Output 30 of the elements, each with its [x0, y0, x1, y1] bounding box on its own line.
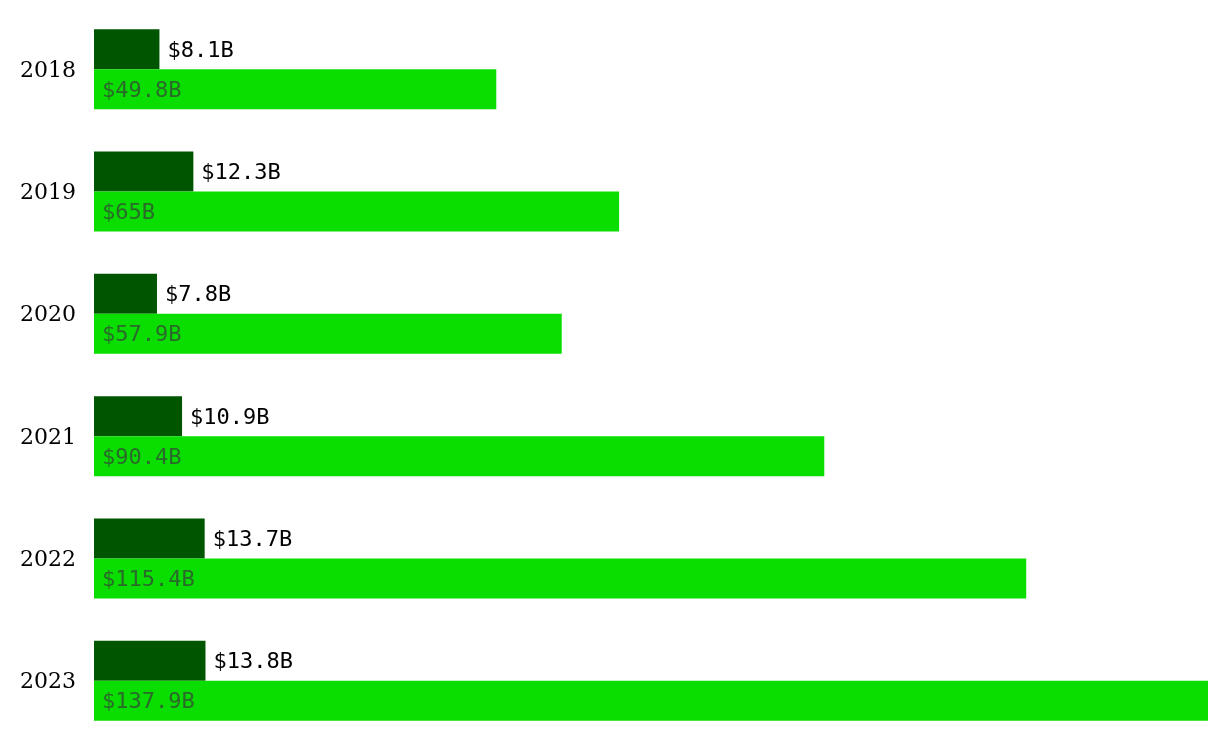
bar	[94, 273, 158, 314]
data-label: $65B	[102, 199, 155, 224]
data-label: $13.7B	[212, 526, 293, 551]
bar	[94, 191, 620, 232]
data-label: $12.3B	[201, 159, 281, 184]
bar	[94, 558, 1027, 599]
data-label: $49.8B	[102, 76, 182, 102]
y-tick-label: 2021	[20, 423, 76, 449]
y-tick-label: 2019	[20, 179, 76, 204]
bar	[94, 518, 205, 559]
data-label: $57.9B	[102, 321, 182, 347]
data-label: $90.4B	[102, 443, 182, 469]
data-label: $137.9B	[102, 688, 195, 714]
bar	[94, 640, 206, 681]
data-label: $10.9B	[190, 403, 270, 429]
bar	[94, 29, 160, 70]
y-tick-label: 2022	[20, 546, 76, 571]
bar	[94, 436, 825, 477]
bar	[94, 69, 497, 110]
bar	[94, 680, 1208, 721]
y-tick-label: 2020	[20, 301, 76, 327]
data-label: $8.1B	[167, 36, 234, 62]
bar	[94, 151, 194, 192]
data-label: $13.8B	[213, 648, 293, 674]
bar	[94, 313, 562, 354]
bar	[94, 396, 183, 437]
data-label: $115.4B	[102, 566, 195, 591]
data-label: $7.8B	[165, 281, 232, 307]
y-tick-label: 2023	[20, 668, 76, 694]
y-tick-label: 2018	[20, 56, 76, 82]
